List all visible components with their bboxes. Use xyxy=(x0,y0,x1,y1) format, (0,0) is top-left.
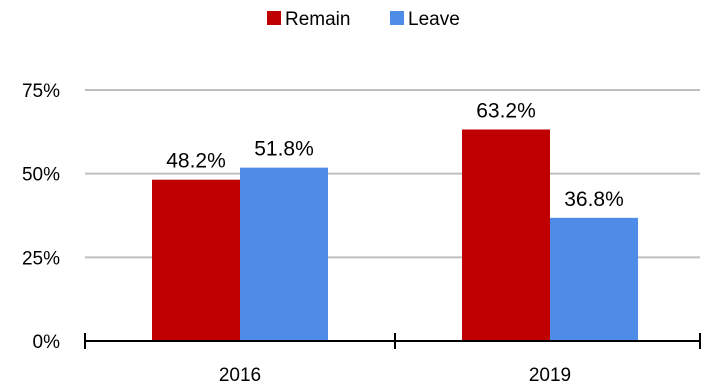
legend-swatch-remain xyxy=(267,11,281,25)
legend: Remain Leave xyxy=(267,9,460,30)
x-axis-tick-labels: 2016 2019 xyxy=(219,365,571,386)
bar-remain-2016 xyxy=(152,179,240,341)
y-tick-label: 0% xyxy=(33,332,61,353)
y-tick-label: 25% xyxy=(22,248,60,269)
bars xyxy=(152,129,638,341)
legend-swatch-leave xyxy=(390,11,404,25)
y-tick-label: 75% xyxy=(22,81,60,102)
y-axis-tick-labels: 0% 25% 50% 75% xyxy=(22,81,60,353)
bar-leave-2016 xyxy=(240,167,328,341)
legend-label-leave: Leave xyxy=(408,9,460,30)
bar-remain-2019 xyxy=(462,129,550,341)
x-tick-label-2019: 2019 xyxy=(529,365,571,386)
y-tick-label: 50% xyxy=(22,165,60,186)
legend-label-remain: Remain xyxy=(285,9,350,30)
data-label-leave-2016: 51.8% xyxy=(254,138,314,161)
x-axis xyxy=(84,333,701,349)
data-label-remain-2016: 48.2% xyxy=(166,150,226,173)
data-label-leave-2019: 36.8% xyxy=(564,188,624,211)
data-label-remain-2019: 63.2% xyxy=(476,99,536,122)
bar-leave-2019 xyxy=(550,217,638,341)
data-labels: 48.2% 63.2% 51.8% 36.8% xyxy=(166,99,624,210)
x-tick-label-2016: 2016 xyxy=(219,365,261,386)
